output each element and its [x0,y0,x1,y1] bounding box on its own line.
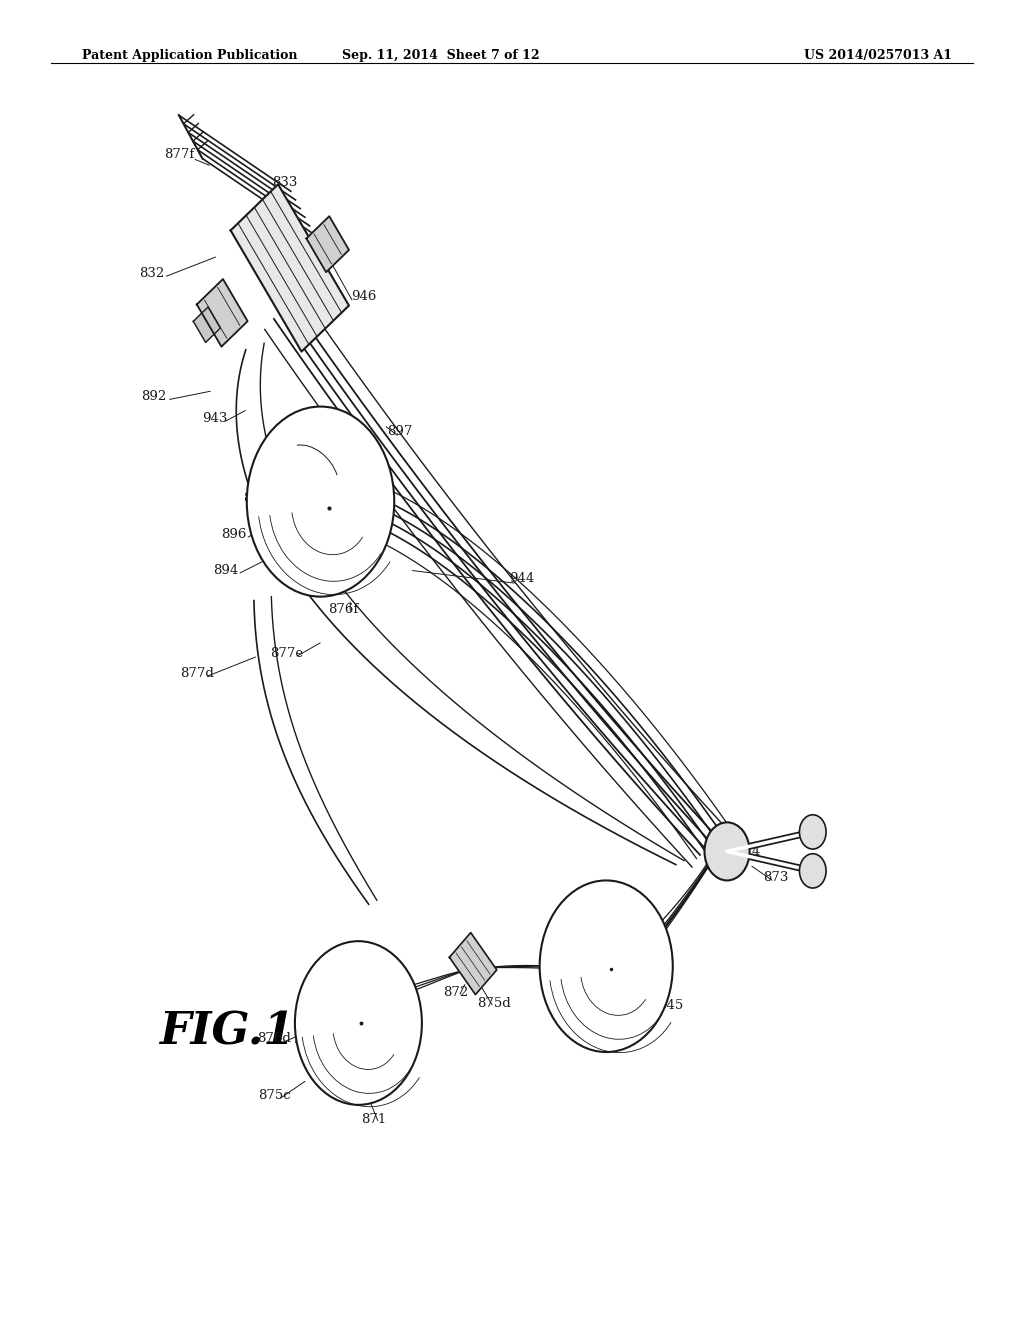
Text: FIG.15: FIG.15 [159,1011,325,1053]
Circle shape [800,814,826,849]
Text: 832: 832 [139,267,164,280]
Text: 892: 892 [141,389,166,403]
Text: 872: 872 [443,986,468,999]
Text: Sep. 11, 2014  Sheet 7 of 12: Sep. 11, 2014 Sheet 7 of 12 [342,49,539,62]
Polygon shape [450,933,497,994]
Polygon shape [230,185,349,351]
Circle shape [540,880,673,1052]
Text: 875d: 875d [477,997,510,1010]
Text: 877d: 877d [179,667,214,680]
Text: 876e: 876e [578,1012,610,1026]
Polygon shape [197,279,248,347]
Polygon shape [306,216,349,272]
Polygon shape [194,308,220,342]
Text: 871: 871 [361,1113,386,1126]
Text: 876f: 876f [328,603,358,616]
Text: Patent Application Publication: Patent Application Publication [82,49,297,62]
Text: 944: 944 [510,572,535,585]
Text: 891: 891 [244,492,268,506]
Text: 897: 897 [387,425,412,438]
Text: 877f: 877f [164,148,195,161]
Text: 833: 833 [272,176,297,189]
Text: 894: 894 [213,564,238,577]
Circle shape [295,941,422,1105]
Text: 896: 896 [221,528,246,541]
Text: 945: 945 [658,999,683,1012]
Text: 874: 874 [735,845,760,858]
Text: 877e: 877e [270,647,303,660]
Text: 943: 943 [203,412,227,425]
Text: 946: 946 [351,290,376,304]
Text: 875c: 875c [258,1089,291,1102]
Text: 873: 873 [764,871,788,884]
Text: US 2014/0257013 A1: US 2014/0257013 A1 [804,49,952,62]
Circle shape [705,822,750,880]
Circle shape [247,407,394,597]
Text: 876d: 876d [257,1032,292,1045]
Circle shape [800,854,826,888]
